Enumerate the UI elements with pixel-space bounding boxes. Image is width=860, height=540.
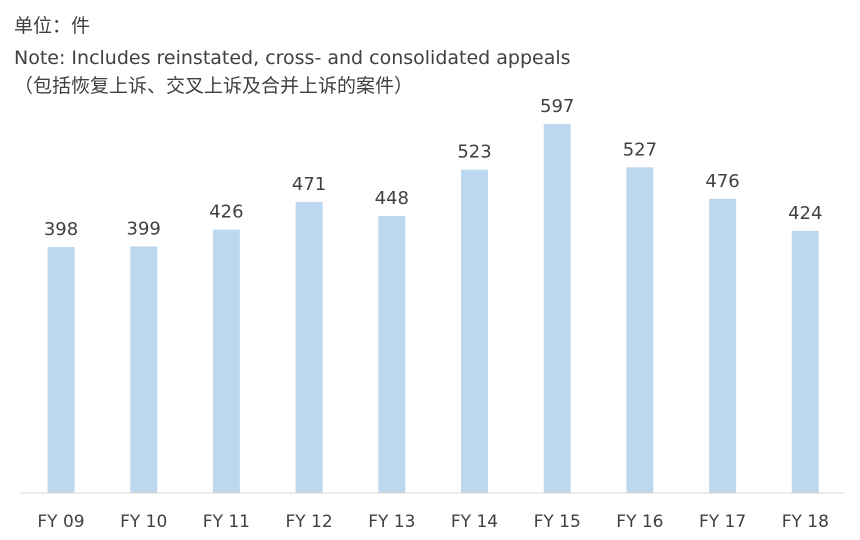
bar-fy-18 [791, 230, 819, 493]
bars-layer [47, 124, 819, 494]
bar-fy-11 [212, 229, 240, 493]
note-chinese: （包括恢复上诉、交叉上诉及合并上诉的案件） [14, 75, 414, 97]
x-tick-labels-layer: FY 09 FY 10 FY 11 FY 12 FY 13 FY 14 FY 15 FY 16… [37, 512, 829, 532]
data-label-fy-15: 597 [540, 96, 574, 117]
bar-fy-13 [378, 216, 406, 493]
bar-fy-10 [130, 246, 158, 493]
data-label-fy-12: 471 [292, 174, 326, 195]
data-label-fy-16: 527 [623, 139, 657, 160]
data-label-fy-11: 426 [209, 202, 243, 223]
bar-fy-09 [47, 247, 75, 493]
x-tick-label-fy-14: FY 14 [451, 512, 498, 532]
bar-fy-17 [709, 198, 737, 494]
x-tick-label-fy-18: FY 18 [782, 512, 829, 532]
x-tick-label-fy-16: FY 16 [616, 512, 663, 532]
bar-fy-15 [543, 124, 571, 493]
x-tick-label-fy-10: FY 10 [120, 512, 167, 532]
bar-fy-16 [626, 167, 654, 494]
note-english: Note: Includes reinstated, cross- and co… [14, 47, 571, 69]
x-tick-label-fy-13: FY 13 [368, 512, 415, 532]
data-label-fy-13: 448 [375, 188, 409, 209]
bar-fy-12 [295, 201, 323, 493]
unit-label: 单位：件 [14, 15, 91, 37]
x-tick-label-fy-17: FY 17 [699, 512, 746, 532]
x-tick-label-fy-12: FY 12 [285, 512, 332, 532]
data-label-fy-14: 523 [457, 142, 491, 163]
data-label-fy-17: 476 [705, 171, 739, 192]
data-labels-layer: 398 399 426 471 448 523 597 527 476 424 [44, 96, 823, 240]
x-tick-label-fy-11: FY 11 [203, 512, 250, 532]
data-label-fy-10: 399 [127, 218, 161, 239]
data-label-fy-09: 398 [44, 219, 78, 240]
data-label-fy-18: 424 [788, 203, 822, 224]
bar-fy-14 [461, 169, 488, 493]
x-tick-label-fy-15: FY 15 [534, 512, 581, 532]
x-tick-label-fy-09: FY 09 [37, 512, 84, 532]
